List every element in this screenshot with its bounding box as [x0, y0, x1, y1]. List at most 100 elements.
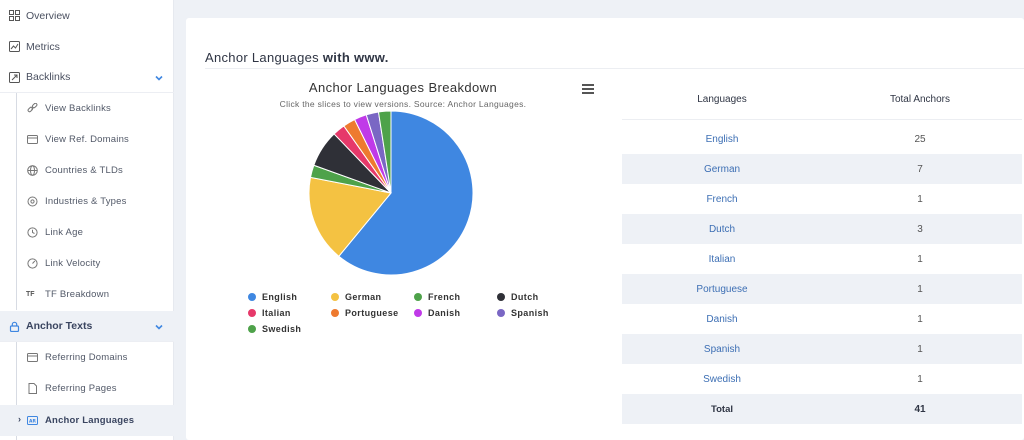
- chevron-right-icon: ›: [18, 414, 21, 424]
- total-label: Total: [711, 404, 733, 415]
- sidebar-item-label: Anchor Texts: [26, 320, 93, 332]
- clock-icon: [26, 227, 38, 239]
- legend-item-spanish[interactable]: Spanish: [497, 308, 549, 318]
- page-title: Anchor Languages with www.: [205, 50, 389, 65]
- grid-icon: [8, 10, 20, 22]
- legend-label: Danish: [428, 308, 461, 318]
- legend-item-portuguese[interactable]: Portuguese: [331, 308, 399, 318]
- language-link[interactable]: Swedish: [703, 374, 741, 385]
- table-header: Languages Total Anchors: [622, 82, 1022, 120]
- legend-item-italian[interactable]: Italian: [248, 308, 291, 318]
- anchor-count: 1: [917, 314, 923, 325]
- language-link[interactable]: French: [706, 194, 738, 205]
- sidebar-item-tf-breakdown[interactable]: TF TF Breakdown: [0, 279, 174, 310]
- legend-item-swedish[interactable]: Swedish: [248, 324, 301, 334]
- anchor-languages-card: Anchor Languages with www. Anchor Langua…: [186, 18, 1024, 440]
- legend-swatch: [331, 309, 339, 317]
- legend-swatch: [248, 293, 256, 301]
- sidebar-item-anchor-texts[interactable]: Anchor Texts: [0, 311, 174, 342]
- domains-icon: [26, 134, 38, 146]
- column-header-languages[interactable]: Languages: [697, 94, 747, 105]
- anchor-count: 3: [917, 224, 923, 235]
- anchor-count: 1: [917, 374, 923, 385]
- anchor-count: 25: [914, 134, 926, 145]
- table-total-row: Total 41: [622, 394, 1022, 424]
- table-row: Italian 1: [622, 244, 1022, 274]
- sidebar-item-view-backlinks[interactable]: View Backlinks: [0, 93, 174, 124]
- pie-chart[interactable]: [306, 108, 476, 278]
- legend-swatch: [414, 309, 422, 317]
- pie-slice-english[interactable]: [338, 110, 474, 276]
- legend-swatch: [414, 293, 422, 301]
- legend-item-german[interactable]: German: [331, 292, 381, 302]
- language-link[interactable]: Italian: [708, 254, 736, 265]
- sidebar-item-label: Industries & Types: [45, 196, 127, 207]
- sidebar-item-anchor-languages[interactable]: › AR Anchor Languages: [0, 405, 174, 436]
- sidebar-item-link-age[interactable]: Link Age: [0, 217, 174, 248]
- column-header-total-anchors[interactable]: Total Anchors: [889, 94, 951, 105]
- table-row: Spanish 1: [622, 334, 1022, 364]
- language-icon: AR: [26, 415, 38, 427]
- tree-connector: [16, 342, 17, 440]
- industry-icon: [26, 196, 38, 208]
- table-row: Swedish 1: [622, 364, 1022, 394]
- sidebar-item-label: Referring Pages: [45, 383, 117, 394]
- sidebar-item-label: Backlinks: [26, 71, 71, 83]
- table-row: German 7: [622, 154, 1022, 184]
- language-link[interactable]: Portuguese: [696, 284, 748, 295]
- legend-label: French: [428, 292, 461, 302]
- anchor-count: 1: [917, 254, 923, 265]
- hamburger-menu-icon[interactable]: [582, 84, 594, 94]
- total-value: 41: [914, 404, 926, 415]
- sidebar-item-label: Referring Domains: [45, 352, 128, 363]
- backlink-icon: [8, 71, 20, 83]
- language-link[interactable]: German: [703, 164, 741, 175]
- legend-label: Dutch: [511, 292, 539, 302]
- link-icon: [26, 103, 38, 115]
- legend-item-danish[interactable]: Danish: [414, 308, 460, 318]
- legend-swatch: [331, 293, 339, 301]
- chart-subtitle: Click the slices to view versions. Sourc…: [279, 99, 527, 109]
- legend-label: Portuguese: [345, 308, 399, 318]
- table-row: Dutch 3: [622, 214, 1022, 244]
- sidebar-item-countries-tlds[interactable]: Countries & TLDs: [0, 155, 174, 186]
- sidebar-item-referring-domains[interactable]: Referring Domains: [0, 342, 174, 373]
- chart-title: Anchor Languages Breakdown: [308, 80, 498, 95]
- language-link[interactable]: Dutch: [708, 224, 736, 235]
- sidebar-item-referring-pages[interactable]: Referring Pages: [0, 373, 174, 404]
- chevron-down-icon[interactable]: [154, 73, 164, 83]
- language-link[interactable]: Danish: [706, 314, 738, 325]
- table-row: Danish 1: [622, 304, 1022, 334]
- chevron-down-icon[interactable]: [154, 322, 164, 332]
- speed-icon: [26, 258, 38, 270]
- legend-item-english[interactable]: English: [248, 292, 297, 302]
- sidebar-item-industries-types[interactable]: Industries & Types: [0, 186, 174, 217]
- sidebar-item-overview[interactable]: Overview: [0, 0, 174, 31]
- globe-icon: [26, 165, 38, 177]
- legend-item-dutch[interactable]: Dutch: [497, 292, 539, 302]
- sidebar-item-label: Metrics: [26, 40, 60, 53]
- page-icon: [26, 383, 38, 395]
- page-title-domain: with www.: [322, 50, 389, 65]
- pie-slice-swedish[interactable]: [377, 110, 392, 194]
- legend-swatch: [248, 325, 256, 333]
- svg-text:AR: AR: [29, 419, 36, 425]
- legend-item-french[interactable]: French: [414, 292, 460, 302]
- legend-label: English: [262, 292, 298, 302]
- anchor-count: 1: [917, 284, 923, 295]
- anchor-count: 1: [917, 194, 923, 205]
- sidebar-item-metrics[interactable]: Metrics: [0, 31, 174, 62]
- table-row: English 25: [622, 124, 1022, 154]
- language-link[interactable]: Spanish: [703, 344, 741, 355]
- sidebar-item-view-ref-domains[interactable]: View Ref. Domains: [0, 124, 174, 155]
- sidebar: Overview Metrics Backlinks View Backlink…: [0, 0, 174, 440]
- pie-slice-german[interactable]: [308, 176, 392, 257]
- sidebar-item-backlinks[interactable]: Backlinks: [0, 62, 174, 93]
- language-link[interactable]: English: [705, 134, 739, 145]
- sidebar-item-label: TF Breakdown: [45, 289, 110, 300]
- legend-label: Swedish: [262, 324, 302, 334]
- sidebar-item-label: Countries & TLDs: [45, 165, 123, 176]
- divider: [205, 68, 1024, 69]
- anchor-count: 7: [917, 164, 923, 175]
- sidebar-item-link-velocity[interactable]: Link Velocity: [0, 248, 174, 279]
